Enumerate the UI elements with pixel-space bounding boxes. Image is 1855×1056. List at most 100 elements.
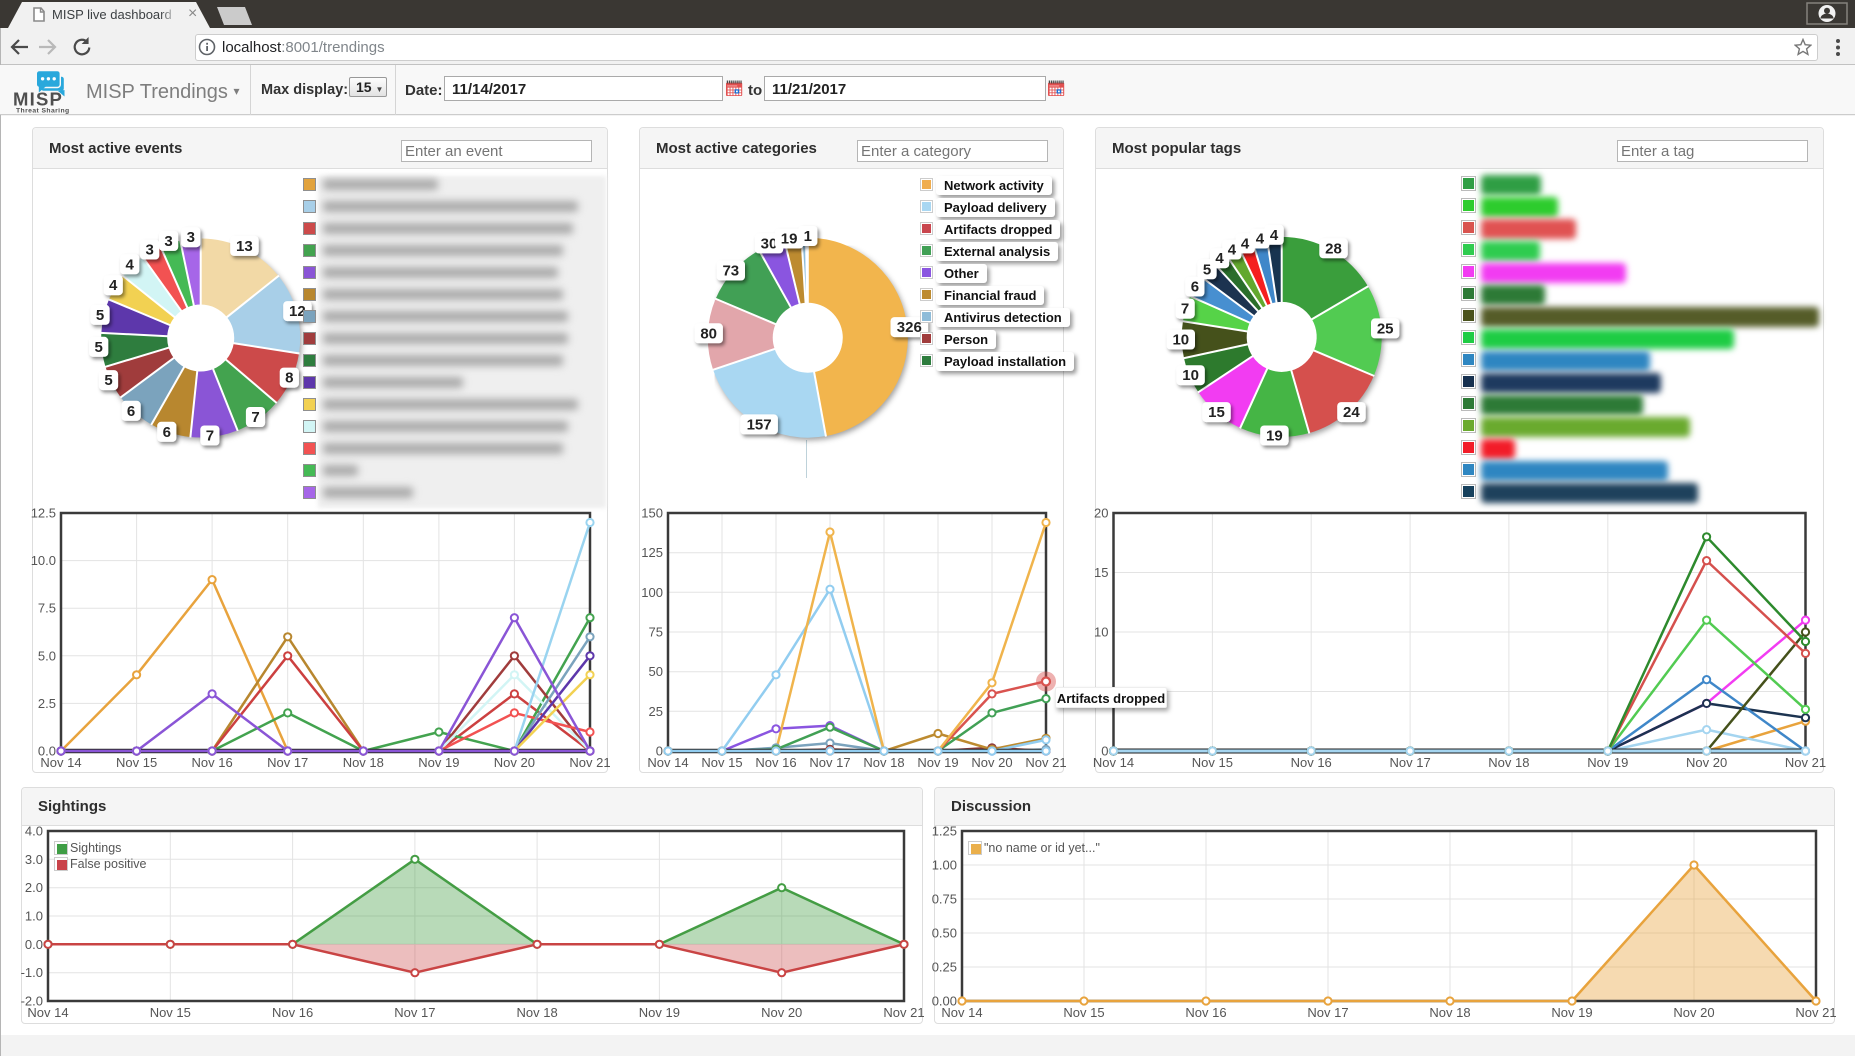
svg-text:Nov 18: Nov 18 <box>343 755 384 770</box>
svg-text:Nov 21: Nov 21 <box>1025 755 1066 770</box>
svg-text:28: 28 <box>1325 240 1342 257</box>
svg-text:Nov 18: Nov 18 <box>863 755 904 770</box>
svg-text:4: 4 <box>1256 231 1265 248</box>
svg-text:125: 125 <box>641 545 663 560</box>
svg-text:2.5: 2.5 <box>38 696 56 711</box>
svg-text:5: 5 <box>1203 261 1211 278</box>
svg-text:7: 7 <box>251 409 259 426</box>
svg-text:3: 3 <box>187 229 195 246</box>
svg-text:0.75: 0.75 <box>932 892 957 907</box>
svg-text:15: 15 <box>1094 565 1108 580</box>
svg-text:4: 4 <box>1270 227 1279 244</box>
svg-text:4: 4 <box>1241 235 1250 252</box>
svg-text:Nov 20: Nov 20 <box>1686 755 1727 770</box>
svg-text:1.00: 1.00 <box>932 858 957 873</box>
svg-text:0: 0 <box>656 744 663 759</box>
svg-text:19: 19 <box>1266 428 1283 445</box>
svg-text:19: 19 <box>781 231 798 248</box>
svg-text:MISP: MISP <box>13 89 63 110</box>
svg-text:3: 3 <box>146 242 154 259</box>
svg-text:Threat Sharing: Threat Sharing <box>16 108 70 115</box>
svg-text:13: 13 <box>236 238 253 255</box>
svg-text:Nov 17: Nov 17 <box>1389 755 1430 770</box>
svg-text:10: 10 <box>1094 625 1108 640</box>
svg-text:10.0: 10.0 <box>31 553 56 568</box>
svg-text:Nov 16: Nov 16 <box>755 755 796 770</box>
svg-text:Nov 18: Nov 18 <box>1429 1005 1470 1020</box>
svg-text:1.25: 1.25 <box>932 824 957 839</box>
svg-text:Nov 14: Nov 14 <box>941 1005 982 1020</box>
svg-text:Nov 19: Nov 19 <box>639 1005 680 1020</box>
svg-text:10: 10 <box>1172 332 1189 349</box>
svg-text:0.00: 0.00 <box>932 994 957 1009</box>
svg-text:10: 10 <box>1182 367 1199 384</box>
svg-text:8: 8 <box>285 370 293 387</box>
svg-text:Nov 17: Nov 17 <box>1307 1005 1348 1020</box>
svg-text:5: 5 <box>96 307 104 324</box>
svg-text:2.0: 2.0 <box>25 880 43 895</box>
svg-text:Nov 20: Nov 20 <box>971 755 1012 770</box>
svg-text:Nov 14: Nov 14 <box>647 755 688 770</box>
svg-text:Nov 15: Nov 15 <box>701 755 742 770</box>
svg-text:Nov 16: Nov 16 <box>1185 1005 1226 1020</box>
svg-text:Nov 19: Nov 19 <box>1587 755 1628 770</box>
svg-text:30: 30 <box>761 235 778 252</box>
svg-text:Nov 15: Nov 15 <box>116 755 157 770</box>
svg-text:0.50: 0.50 <box>932 926 957 941</box>
svg-text:50: 50 <box>649 664 663 679</box>
svg-text:-2.0: -2.0 <box>21 994 43 1009</box>
svg-text:12: 12 <box>289 303 306 320</box>
svg-text:157: 157 <box>747 416 772 433</box>
svg-text:4: 4 <box>1215 250 1224 267</box>
svg-text:Nov 16: Nov 16 <box>272 1005 313 1020</box>
svg-text:4: 4 <box>1228 242 1237 259</box>
svg-text:Nov 15: Nov 15 <box>1063 1005 1104 1020</box>
svg-text:326: 326 <box>897 319 922 336</box>
svg-text:Nov 19: Nov 19 <box>917 755 958 770</box>
svg-text:5: 5 <box>104 372 112 389</box>
svg-text:80: 80 <box>700 325 717 342</box>
svg-text:Nov 14: Nov 14 <box>1093 755 1134 770</box>
svg-text:Nov 20: Nov 20 <box>1673 1005 1714 1020</box>
svg-text:Nov 21: Nov 21 <box>569 755 610 770</box>
svg-text:0.25: 0.25 <box>932 960 957 975</box>
svg-text:5: 5 <box>95 339 103 356</box>
svg-text:Nov 21: Nov 21 <box>1795 1005 1836 1020</box>
svg-text:Nov 14: Nov 14 <box>27 1005 68 1020</box>
svg-text:150: 150 <box>641 506 663 521</box>
svg-text:1: 1 <box>804 228 812 245</box>
svg-text:Nov 18: Nov 18 <box>1488 755 1529 770</box>
svg-text:12.5: 12.5 <box>31 506 56 521</box>
svg-text:4: 4 <box>109 277 118 294</box>
svg-text:Nov 19: Nov 19 <box>1551 1005 1592 1020</box>
svg-text:Nov 20: Nov 20 <box>761 1005 802 1020</box>
svg-text:1.0: 1.0 <box>25 909 43 924</box>
svg-text:Nov 17: Nov 17 <box>267 755 308 770</box>
svg-text:4.0: 4.0 <box>25 824 43 839</box>
svg-text:Nov 16: Nov 16 <box>1291 755 1332 770</box>
svg-text:Nov 21: Nov 21 <box>1785 755 1826 770</box>
svg-text:Nov 19: Nov 19 <box>418 755 459 770</box>
svg-text:6: 6 <box>1191 279 1199 296</box>
svg-text:Nov 20: Nov 20 <box>494 755 535 770</box>
svg-text:4: 4 <box>126 256 135 273</box>
svg-text:5.0: 5.0 <box>38 648 56 663</box>
svg-text:73: 73 <box>722 263 739 280</box>
svg-text:Nov 15: Nov 15 <box>150 1005 191 1020</box>
svg-text:0.0: 0.0 <box>25 937 43 952</box>
svg-text:7: 7 <box>1181 301 1189 318</box>
svg-text:24: 24 <box>1343 404 1360 421</box>
svg-text:0.0: 0.0 <box>38 744 56 759</box>
svg-text:Nov 21: Nov 21 <box>883 1005 924 1020</box>
svg-text:-1.0: -1.0 <box>21 965 43 980</box>
svg-text:Nov 18: Nov 18 <box>516 1005 557 1020</box>
svg-text:20: 20 <box>1094 506 1108 521</box>
svg-text:Nov 17: Nov 17 <box>394 1005 435 1020</box>
svg-text:Nov 15: Nov 15 <box>1192 755 1233 770</box>
svg-text:3: 3 <box>164 233 172 250</box>
svg-text:75: 75 <box>649 625 663 640</box>
svg-text:7: 7 <box>206 428 214 445</box>
svg-text:Nov 14: Nov 14 <box>40 755 81 770</box>
svg-text:Nov 17: Nov 17 <box>809 755 850 770</box>
svg-text:15: 15 <box>1208 404 1225 421</box>
